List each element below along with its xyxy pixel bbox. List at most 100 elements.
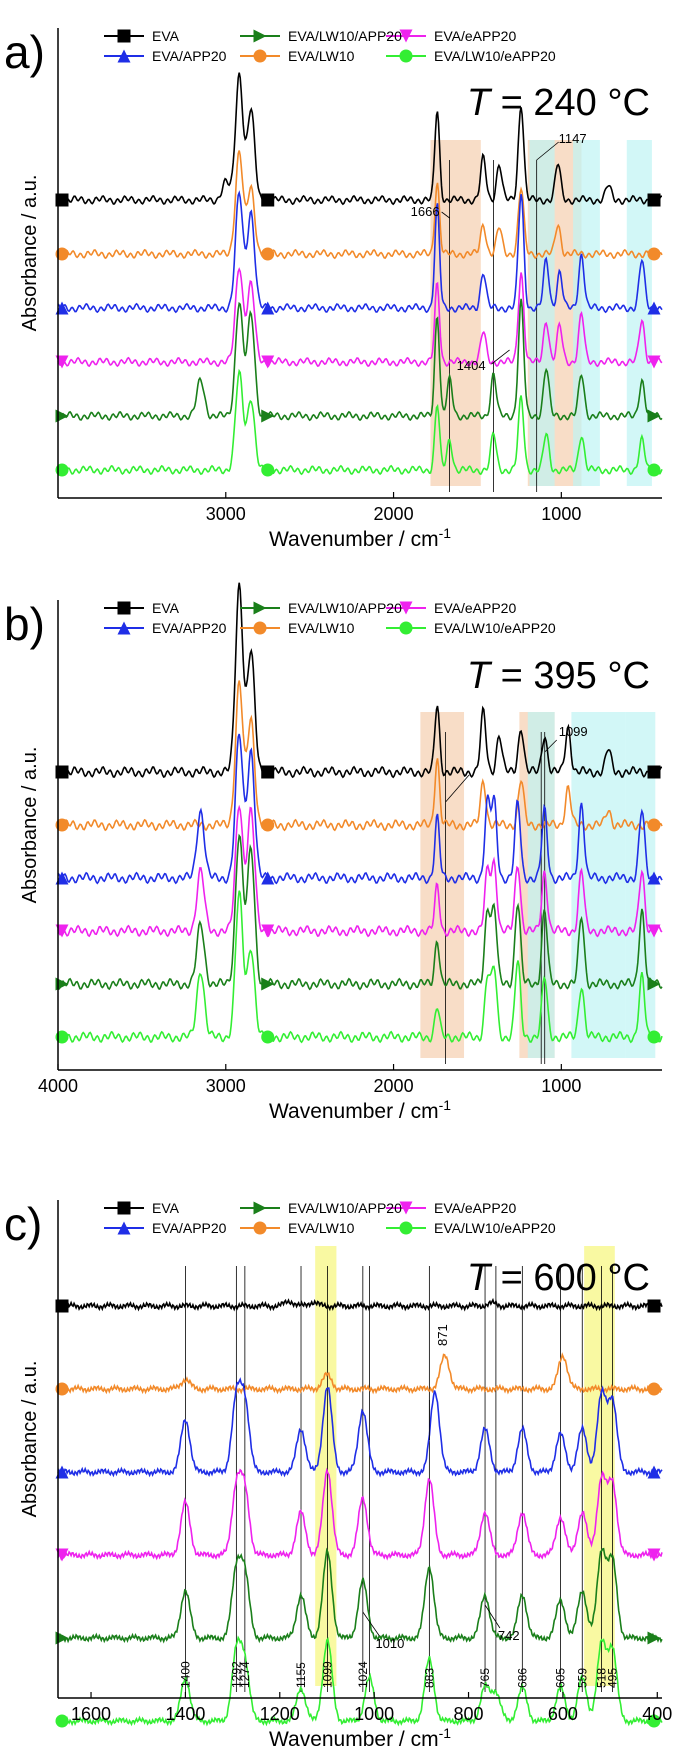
series-marker: [261, 1030, 275, 1044]
series-marker: [261, 355, 275, 369]
legend-marker: [253, 1221, 267, 1235]
peak-label: 605: [554, 1668, 568, 1688]
panel-letter: b): [4, 598, 45, 650]
peak-label: 1155: [294, 1662, 308, 1688]
annotation-arrow: [544, 739, 558, 753]
series-marker: [647, 1465, 661, 1479]
peak-label: 1024: [356, 1661, 370, 1688]
highlight-region: [571, 712, 626, 1058]
series-marker: [647, 765, 661, 779]
series-marker: [647, 301, 661, 315]
annotation-label: 1666: [411, 204, 440, 219]
series-marker: [647, 1631, 661, 1645]
legend-label: EVA/APP20: [152, 1220, 227, 1236]
peak-label: 559: [575, 1668, 589, 1688]
y-axis-label: Absorbance / a.u.: [19, 175, 41, 332]
annotation-arrow: [362, 1611, 380, 1637]
series-marker: [261, 818, 275, 832]
x-tick-label: 600: [548, 1704, 578, 1724]
panel-2: 4000 3000 2000 1000 Wavenumber / cm-1 Absorba…: [4, 582, 663, 1123]
series-line: [57, 368, 663, 476]
peak-label: 883: [422, 1668, 436, 1688]
legend-marker: [399, 29, 413, 43]
x-tick-label: 1000: [354, 1704, 394, 1724]
series-marker: [647, 247, 661, 261]
series-marker: [647, 355, 661, 369]
legend-label: EVA/APP20: [152, 48, 227, 64]
x-tick-label: 400: [642, 1704, 672, 1724]
x-tick-label: 1400: [165, 1704, 205, 1724]
legend-label: EVA: [152, 600, 180, 616]
x-axis-label: Wavenumber / cm-1: [269, 525, 451, 551]
legend-marker: [117, 621, 131, 635]
x-tick-label: 2000: [374, 1076, 414, 1096]
series-marker: [647, 193, 661, 207]
legend-label: EVA/LW10/APP20: [288, 1200, 402, 1216]
series-line: [57, 582, 663, 779]
annotation-arrow: [536, 141, 559, 161]
x-tick-label: 3000: [206, 1076, 246, 1096]
legend-marker: [399, 1201, 413, 1215]
legend-marker: [117, 1201, 131, 1215]
legend-label: EVA: [152, 28, 180, 44]
peak-label: 495: [605, 1668, 619, 1688]
x-tick-label: 3000: [206, 504, 246, 524]
series-line: [57, 1635, 663, 1727]
series-line: [57, 1297, 663, 1312]
series-marker: [647, 463, 661, 477]
panel-title: T = 240 °C: [467, 82, 650, 124]
x-tick-label: 1200: [260, 1704, 300, 1724]
series-line: [57, 1352, 663, 1395]
peak-label: 765: [478, 1668, 492, 1688]
legend-marker: [399, 601, 413, 615]
annotation-label: 742: [498, 1628, 520, 1643]
legend-label: EVA: [152, 1200, 180, 1216]
highlight-region: [584, 1246, 615, 1686]
x-tick-label: 800: [454, 1704, 484, 1724]
series-marker: [647, 871, 661, 885]
series-marker: [647, 977, 661, 991]
annotation-arrow: [491, 349, 510, 365]
annotation-arrow: [445, 774, 470, 803]
x-tick-label: 2000: [374, 504, 414, 524]
x-axis-label: Wavenumber / cm-1: [269, 1725, 451, 1746]
series-line: [57, 1377, 663, 1478]
x-tick-label: 1600: [71, 1704, 111, 1724]
series-marker: [647, 1382, 661, 1396]
series-marker: [261, 301, 275, 315]
legend-marker: [253, 29, 267, 43]
series-line: [57, 72, 662, 206]
series-marker: [261, 924, 275, 938]
panel-3: 1600 1400 1200 1000 800 600 400 Wavenumber / cm…: [4, 1198, 672, 1746]
legend-label: EVA/LW10: [288, 620, 355, 636]
legend-marker: [253, 621, 267, 635]
series-line: [57, 1467, 663, 1561]
legend-marker: [399, 1221, 413, 1235]
highlight-region: [529, 140, 555, 486]
y-axis-label: Absorbance / a.u.: [19, 747, 41, 904]
legend-marker: [117, 49, 131, 63]
peak-label: 686: [515, 1668, 529, 1688]
series-line: [57, 833, 663, 991]
series-line: [57, 267, 663, 368]
series-marker: [647, 924, 661, 938]
series-line: [57, 733, 663, 885]
highlight-region: [626, 140, 652, 486]
legend-marker: [253, 49, 267, 63]
x-tick-label: 1000: [541, 1076, 581, 1096]
legend-label: EVA/APP20: [152, 620, 227, 636]
legend-label: EVA/eAPP20: [434, 28, 516, 44]
legend-label: EVA/LW10/eAPP20: [434, 620, 556, 636]
series-marker: [647, 1714, 661, 1728]
series-line: [57, 298, 663, 422]
series-line: [57, 890, 663, 1044]
legend-marker: [253, 1201, 267, 1215]
y-axis-label: Absorbance / a.u.: [19, 1361, 41, 1518]
legend-marker: [117, 29, 131, 43]
series-marker: [261, 193, 275, 207]
series-marker: [261, 409, 275, 423]
legend-label: EVA/LW10: [288, 1220, 355, 1236]
legend-label: EVA/LW10: [288, 48, 355, 64]
peak-label: 1274: [238, 1661, 252, 1688]
